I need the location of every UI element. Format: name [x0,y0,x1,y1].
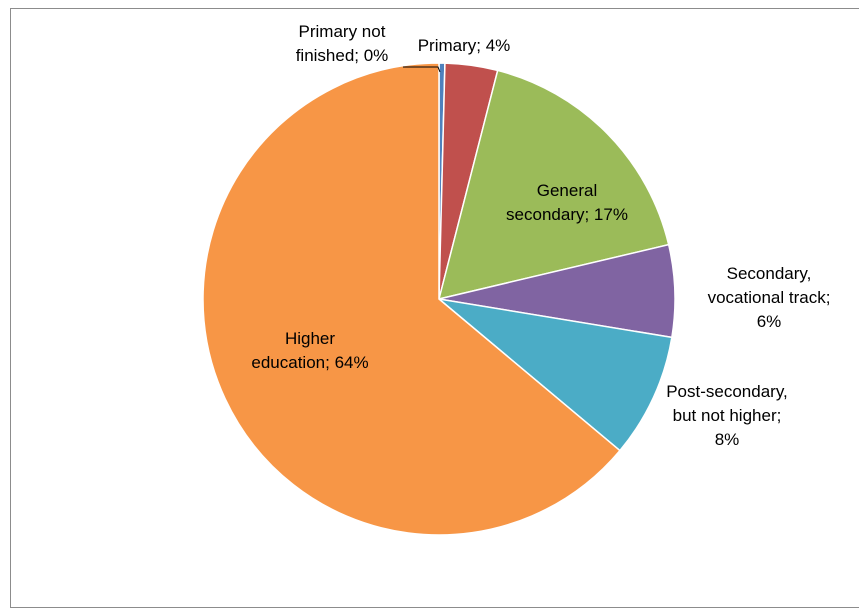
data-label-line: Primary not [299,22,386,41]
data-label-line: but not higher; [673,406,782,425]
data-label-line: General [537,181,597,200]
data-label-higher-education: Higher education; 64% [251,329,368,372]
data-label-primary: Primary; 4% [418,36,511,55]
data-label-line: Secondary, [727,264,812,283]
data-label-line: education; 64% [251,353,368,372]
pie-slice-general-secondary [437,69,670,301]
data-label-line: Primary; 4% [418,36,511,55]
data-label-line: 8% [715,430,740,449]
leader-lines [403,66,441,73]
data-label-line: secondary; 17% [506,205,628,224]
pie-chart: Primary not finished; 0% Primary; 4% Genera… [202,22,830,536]
data-label-general-secondary: General secondary; 17% [506,181,628,224]
data-label-line: Post-secondary, [666,382,788,401]
data-labels: Primary not finished; 0% Primary; 4% Genera… [251,22,830,449]
data-label-line: finished; 0% [296,46,389,65]
data-label-line: 6% [757,312,782,331]
data-label-primary-not-finished: Primary not finished; 0% [296,22,389,65]
data-label-line: vocational track; [708,288,831,307]
data-label-secondary-vocational-track: Secondary, vocational track; 6% [708,264,831,331]
data-label-line: Higher [285,329,335,348]
pie-slices [202,62,676,536]
leader-line-primary-not-finished [403,66,441,73]
pie-slice-post-secondary-but-not-higher [436,297,673,452]
pie-slice-higher-education [202,62,621,536]
data-label-post-secondary-but-not-higher: Post-secondary, but not higher; 8% [666,382,788,449]
